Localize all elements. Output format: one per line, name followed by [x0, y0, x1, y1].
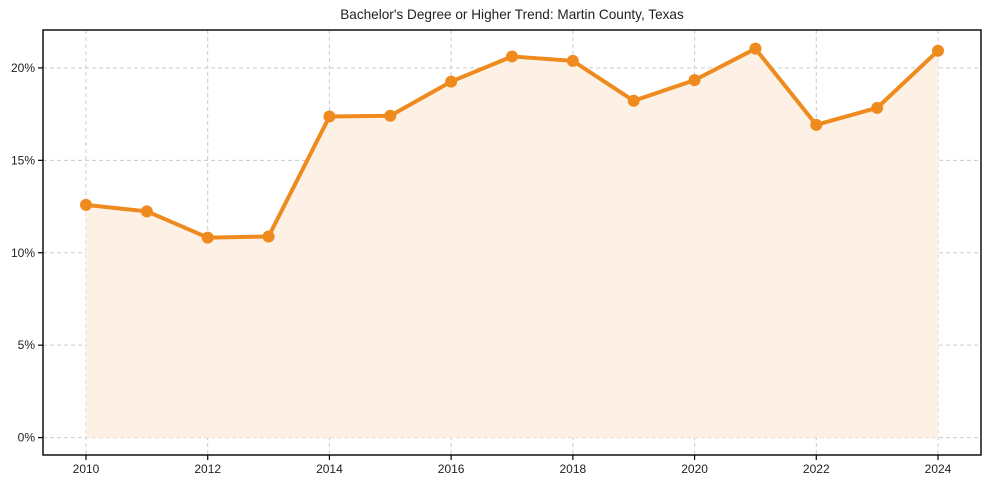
svg-text:15%: 15%	[11, 153, 35, 167]
svg-text:5%: 5%	[18, 338, 36, 352]
svg-text:20%: 20%	[11, 61, 35, 75]
svg-text:2018: 2018	[560, 462, 587, 476]
svg-text:10%: 10%	[11, 246, 35, 260]
svg-text:2014: 2014	[316, 462, 343, 476]
svg-text:2020: 2020	[681, 462, 708, 476]
svg-text:2022: 2022	[803, 462, 830, 476]
svg-text:2010: 2010	[73, 462, 100, 476]
svg-text:2012: 2012	[194, 462, 221, 476]
svg-text:2024: 2024	[925, 462, 952, 476]
svg-text:0%: 0%	[18, 431, 36, 445]
svg-text:2016: 2016	[438, 462, 465, 476]
